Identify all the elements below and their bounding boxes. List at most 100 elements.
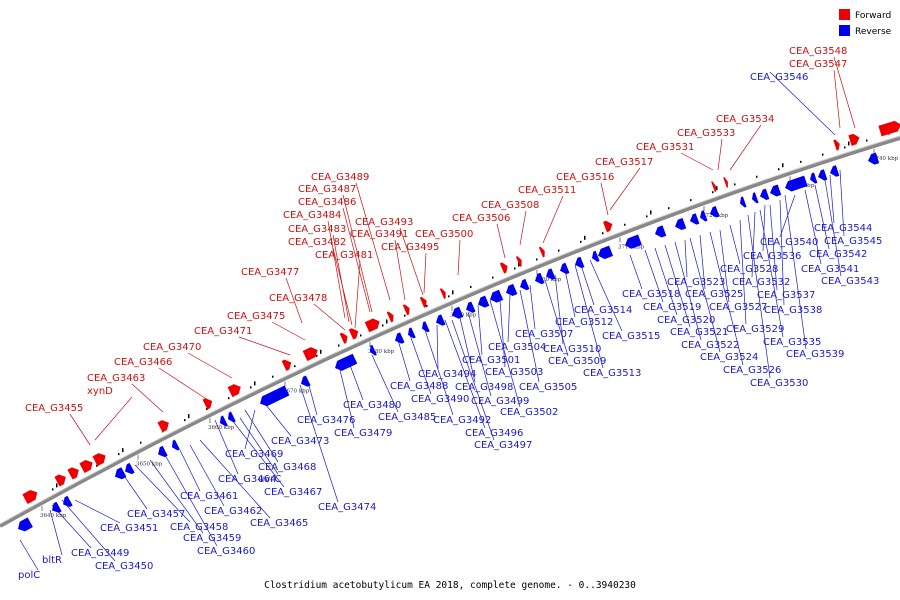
reverse-gene-label-62: CEA_G3540 [760,237,818,248]
reverse-leader-12 [199,439,271,519]
reverse-gene-label-8: CEA_G3460 [197,546,255,557]
reverse-leader-30 [467,311,492,397]
reverse-leader-38 [554,274,564,345]
reverse-leader-41 [579,261,595,306]
major-tick-dot-37 [848,141,850,146]
minor-tick-dot-1 [52,488,54,491]
forward-gene-arrow-10 [339,332,348,344]
forward-leader-9 [354,260,361,329]
minor-tick-dot-22 [514,267,516,270]
reverse-leader-9 [179,449,201,492]
reverse-gene-label-45: CEA_G3520 [657,315,715,326]
scale-tick-label: 3640 kbp [40,513,67,519]
forward-gene-arrow-5 [157,420,169,433]
forward-leader-25 [680,152,714,171]
forward-gene-label-22: CEA_G3511 [518,185,576,196]
forward-leader-26 [717,138,723,171]
reverse-gene-label-53: CEA_G3528 [720,264,778,275]
reverse-gene-label-14: uvrC [258,474,281,485]
reverse-gene-arrow-20 [490,289,504,303]
forward-leader-5 [238,336,291,356]
forward-gene-label-15: CEA_G3489 [311,172,369,183]
reverse-leader-3 [61,499,116,562]
reverse-gene-label-0: polC [18,570,40,581]
minor-tick-dot-36 [822,153,824,156]
minor-tick-dot-16 [382,324,384,327]
reverse-gene-label-5: CEA_G3457 [127,509,185,520]
reverse-leader-15 [244,409,279,463]
forward-gene-label-24: CEA_G3517 [595,157,653,168]
forward-gene-label-19: CEA_G3500 [415,229,473,240]
reverse-leader-6 [134,464,191,523]
forward-leader-12 [327,220,346,319]
major-tick-dot-10 [254,381,256,386]
major-tick-dot-31 [716,186,718,191]
reverse-gene-label-18: CEA_G3474 [318,502,376,513]
reverse-gene-label-57: CEA_G3535 [763,337,821,348]
minor-tick-dot-33 [756,175,758,178]
scale-tick-label: 3670 kbp [283,388,310,394]
reverse-leader-55 [747,214,771,379]
reverse-gene-label-12: CEA_G3465 [250,518,308,529]
reverse-leader-11 [214,419,239,475]
minor-tick-dot-29 [668,207,670,210]
reverse-leader-16 [244,409,256,450]
forward-gene-arrow-9 [302,347,318,361]
reverse-leader-44 [644,249,664,303]
reverse-leader-1 [49,509,63,556]
reverse-leader-61 [784,194,807,350]
forward-gene-label-12: CEA_G3484 [283,210,341,221]
forward-leader-4 [187,352,233,379]
reverse-leader-39 [564,269,576,318]
reverse-gene-label-48: CEA_G3523 [667,277,725,288]
reverse-leader-14 [239,417,279,475]
minor-tick-dot-23 [536,258,538,261]
reverse-gene-label-56: CEA_G3532 [732,277,790,288]
tick-dots [30,132,890,503]
reverse-gene-arrow-35 [740,196,747,208]
major-tick-dot-4 [122,448,124,453]
reverse-gene-arrow-26 [575,256,585,269]
reverse-gene-arrow-23 [535,272,545,285]
reverse-leader-66 [829,174,835,224]
reverse-gene-arrow-34 [710,206,720,218]
major-tick-dot-28 [650,210,652,215]
minor-tick-dot-3 [96,464,98,467]
reverse-gene-label-47: CEA_G3522 [681,340,739,351]
reverse-gene-label-7: CEA_G3459 [183,533,241,544]
forward-gene-arrow-18 [515,256,522,267]
reverse-gene-label-19: CEA_G3476 [297,415,355,426]
reverse-gene-label-39: CEA_G3512 [555,317,613,328]
forward-leader-1 [94,396,133,441]
reverse-gene-label-25: CEA_G3492 [433,415,491,426]
reverse-leader-52 [719,229,730,303]
reverse-gene-arrow-9 [260,385,290,407]
forward-gene-label-8: CEA_G3477 [241,267,299,278]
forward-leader-28 [833,69,841,129]
reverse-leader-45 [654,247,678,316]
reverse-gene-arrow-36 [752,192,759,204]
reverse-gene-label-54: CEA_G3529 [726,324,784,335]
reverse-leader-27 [444,319,486,429]
reverse-leader-10 [189,444,225,507]
reverse-gene-arrow-32 [690,213,700,225]
forward-leader-20 [496,223,506,259]
forward-gene-arrow-16 [439,288,446,300]
scale-tick-4: 3680 kbp [368,341,395,355]
reverse-gene-label-33: CEA_G3503 [485,367,543,378]
reverse-gene-arrow-15 [422,321,430,333]
legend-reverse-label: Reverse [855,27,892,37]
reverse-leader-53 [729,224,741,265]
reverse-gene-label-46: CEA_G3521 [670,327,728,338]
forward-gene-arrow-6 [202,398,213,410]
minor-tick-dot-5 [140,441,142,444]
forward-leader-29 [833,56,856,129]
forward-leader-23 [600,182,609,216]
reverse-leader-7 [149,459,204,534]
reverse-leader-49 [689,237,721,353]
reverse-leader-37 [544,279,569,357]
reverse-gene-label-68: CEA_G3546 [750,72,808,83]
major-tick-dot-25 [584,235,586,240]
reverse-leader-40 [574,264,604,369]
